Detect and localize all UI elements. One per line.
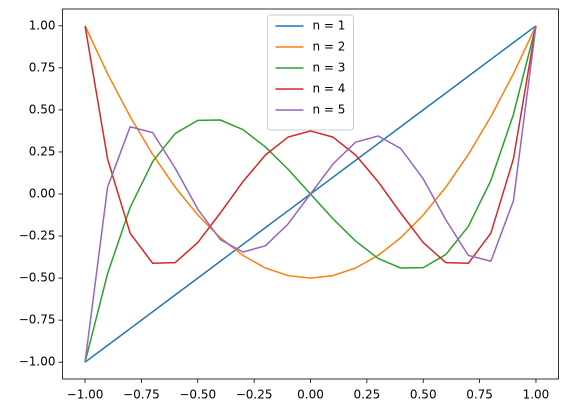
x-tick-label: −0.75	[123, 388, 160, 402]
y-tick-label: 0.00	[29, 187, 56, 201]
legend-label: n = 4	[313, 82, 346, 96]
y-tick-label: 1.00	[29, 18, 56, 32]
x-tick-label: 0.50	[410, 388, 437, 402]
x-tick-label: −0.25	[236, 388, 273, 402]
y-tick-label: −1.00	[19, 355, 56, 369]
legend-label: n = 1	[313, 19, 346, 33]
y-tick-label: 0.50	[29, 102, 56, 116]
x-tick-label: −0.50	[179, 388, 216, 402]
x-tick-label: −1.00	[67, 388, 104, 402]
y-tick-label: −0.50	[19, 271, 56, 285]
x-tick-label: 1.00	[523, 388, 550, 402]
y-tick-label: 0.75	[29, 60, 56, 74]
y-tick-label: −0.25	[19, 229, 56, 243]
line-series	[84, 25, 537, 363]
legend: n = 1 n = 2 n = 3 n = 4 n = 5	[267, 14, 354, 131]
y-tick-label: 0.25	[29, 144, 56, 158]
x-tick-label: 0.00	[297, 388, 324, 402]
x-tick-label: 0.75	[466, 388, 493, 402]
legend-label: n = 3	[313, 61, 346, 75]
y-tick-label: −0.75	[19, 313, 56, 327]
legend-label: n = 5	[313, 103, 346, 117]
line-series	[84, 25, 537, 279]
legend-label: n = 2	[313, 40, 346, 54]
plot-frame	[62, 8, 559, 380]
line-series	[84, 25, 537, 265]
legend-box	[267, 14, 354, 131]
x-tick-label: 0.25	[354, 388, 381, 402]
